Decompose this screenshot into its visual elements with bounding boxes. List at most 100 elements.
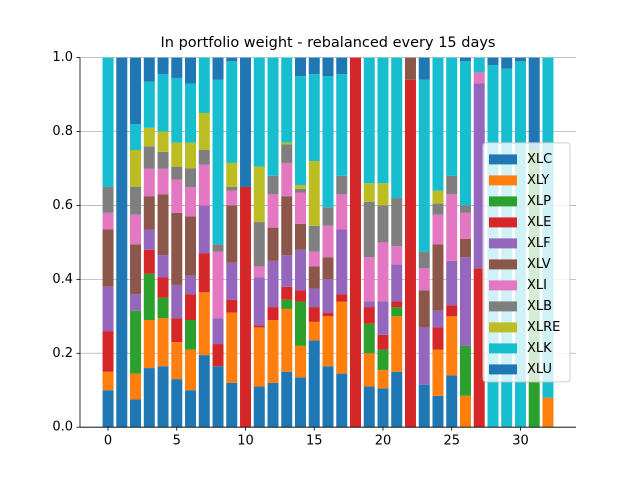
bar-segment: [157, 131, 169, 152]
bar-segment: [459, 257, 471, 346]
legend-label: XLB: [527, 299, 552, 314]
bar-segment: [322, 312, 334, 317]
bar-segment: [418, 268, 430, 291]
bar-segment: [130, 373, 142, 400]
legend-label: XLV: [527, 257, 551, 272]
bar-segment: [185, 216, 197, 276]
bar-segment: [171, 166, 183, 180]
bar-segment: [212, 318, 224, 345]
legend-swatch: [489, 175, 517, 186]
bar-segment: [308, 266, 320, 289]
bar-segment: [432, 203, 444, 215]
bar-segment: [295, 192, 307, 224]
bar-segment: [432, 310, 444, 328]
bar-segment: [281, 144, 293, 163]
bar-segment: [185, 320, 197, 350]
legend-swatch: [489, 259, 517, 270]
bar-segment: [322, 279, 334, 313]
bar-segment: [157, 277, 169, 298]
bar-segment: [295, 57, 307, 77]
bar-segment: [404, 57, 416, 80]
bar-segment: [102, 286, 114, 332]
bar-segment: [418, 327, 430, 385]
bar-segment: [171, 284, 183, 319]
bar-segment: [459, 395, 471, 428]
bar-segment: [446, 316, 458, 376]
legend-label: XLF: [527, 236, 551, 251]
x-tick-label: 30: [512, 434, 529, 449]
bar-segment: [363, 323, 375, 354]
bar-segment: [363, 386, 375, 428]
bar-segment: [363, 201, 375, 258]
bar-segment: [143, 127, 155, 147]
bar-segment: [418, 251, 430, 269]
bar-segment: [226, 190, 238, 206]
bar-segment: [377, 388, 389, 428]
bar-segment: [102, 229, 114, 287]
bar-segment: [267, 382, 279, 428]
bar-segment: [295, 223, 307, 250]
bar-segment: [226, 61, 238, 163]
bar-segment: [459, 345, 471, 396]
bar-segment: [143, 320, 155, 369]
bar-segment: [185, 349, 197, 391]
bar-segment: [336, 175, 348, 195]
bar-segment: [308, 161, 320, 226]
bar-segment: [185, 186, 197, 217]
bar-segment: [198, 150, 210, 165]
bar-segment: [391, 307, 403, 317]
bar-segment: [143, 249, 155, 274]
bar-segment: [130, 214, 142, 245]
y-tick-label: 0.0: [52, 420, 73, 435]
bar-segment: [542, 397, 554, 428]
bar-segment: [267, 194, 279, 228]
bar-segment: [295, 76, 307, 186]
bar-segment: [336, 301, 348, 374]
legend-swatch: [489, 154, 517, 165]
bar-segment: [487, 57, 499, 65]
legend-swatch: [489, 196, 517, 207]
bar-segment: [185, 294, 197, 321]
bar-segment: [295, 301, 307, 346]
bar-segment: [253, 222, 265, 267]
legend-label: XLP: [527, 194, 551, 209]
bar-segment: [281, 255, 293, 287]
bar-segment: [308, 340, 320, 428]
bar-segment: [391, 264, 403, 302]
bar-segment: [459, 212, 471, 239]
bar-segment: [363, 307, 375, 324]
bar-segment: [143, 57, 155, 82]
bar-segment: [198, 113, 210, 150]
bar-segment: [336, 74, 348, 176]
legend-label: XLK: [527, 341, 552, 356]
bar-segment: [377, 57, 389, 184]
bar-segment: [432, 244, 444, 311]
bar-segment: [336, 373, 348, 428]
bar-segment: [226, 262, 238, 300]
bar-segment: [281, 162, 293, 197]
bar-segment: [391, 57, 403, 199]
bar-segment: [377, 242, 389, 302]
bar-segment: [253, 57, 265, 167]
bar-segment: [130, 310, 142, 374]
legend-label: XLU: [527, 362, 552, 377]
x-tick-label: 10: [237, 434, 254, 449]
bar-segment: [446, 175, 458, 195]
bar-segment: [185, 142, 197, 169]
bar-segment: [336, 57, 348, 75]
bar-segment: [185, 168, 197, 187]
bar-segment: [308, 225, 320, 252]
bar-segment: [171, 142, 183, 167]
bar-segment: [226, 382, 238, 428]
bar-segment: [157, 297, 169, 319]
bar-segment: [322, 57, 334, 77]
legend-label: XLRE: [527, 320, 560, 335]
bar-segment: [322, 207, 334, 226]
bar-segment: [143, 81, 155, 128]
bar-segment: [253, 277, 265, 326]
bar-segment: [432, 327, 444, 350]
bar-segment: [459, 61, 471, 206]
bar-segment: [295, 290, 307, 302]
bar-segment: [432, 57, 444, 191]
